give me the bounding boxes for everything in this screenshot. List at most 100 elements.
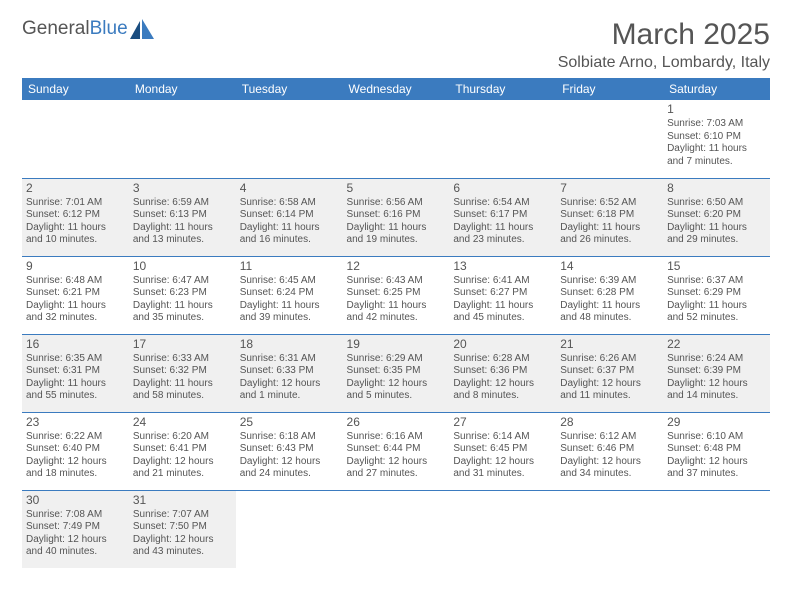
daylight-text: Daylight: 12 hours and 24 minutes. xyxy=(240,456,339,481)
daylight-text: Daylight: 11 hours and 13 minutes. xyxy=(133,222,232,247)
sunset-text: Sunset: 7:50 PM xyxy=(133,521,232,534)
sunset-text: Sunset: 6:29 PM xyxy=(667,287,766,300)
calendar-week: 2Sunrise: 7:01 AMSunset: 6:12 PMDaylight… xyxy=(22,178,770,256)
daylight-text: Daylight: 11 hours and 26 minutes. xyxy=(560,222,659,247)
calendar-cell: 22Sunrise: 6:24 AMSunset: 6:39 PMDayligh… xyxy=(663,334,770,412)
sunrise-text: Sunrise: 6:16 AM xyxy=(347,431,446,444)
sunrise-text: Sunrise: 6:28 AM xyxy=(453,353,552,366)
day-number: 4 xyxy=(240,181,339,196)
sunrise-text: Sunrise: 6:10 AM xyxy=(667,431,766,444)
sunset-text: Sunset: 6:24 PM xyxy=(240,287,339,300)
daylight-text: Daylight: 12 hours and 27 minutes. xyxy=(347,456,446,481)
sunrise-text: Sunrise: 6:26 AM xyxy=(560,353,659,366)
sunrise-text: Sunrise: 6:14 AM xyxy=(453,431,552,444)
calendar-cell: 27Sunrise: 6:14 AMSunset: 6:45 PMDayligh… xyxy=(449,412,556,490)
calendar-cell: 12Sunrise: 6:43 AMSunset: 6:25 PMDayligh… xyxy=(343,256,450,334)
day-number: 29 xyxy=(667,415,766,430)
day-number: 9 xyxy=(26,259,125,274)
sunset-text: Sunset: 6:23 PM xyxy=(133,287,232,300)
day-number: 3 xyxy=(133,181,232,196)
day-number: 1 xyxy=(667,102,766,117)
daylight-text: Daylight: 11 hours and 32 minutes. xyxy=(26,300,125,325)
sunrise-text: Sunrise: 6:41 AM xyxy=(453,275,552,288)
daylight-text: Daylight: 12 hours and 14 minutes. xyxy=(667,378,766,403)
sunset-text: Sunset: 6:39 PM xyxy=(667,365,766,378)
calendar-cell: 3Sunrise: 6:59 AMSunset: 6:13 PMDaylight… xyxy=(129,178,236,256)
sunrise-text: Sunrise: 6:39 AM xyxy=(560,275,659,288)
day-header: Tuesday xyxy=(236,78,343,100)
sunrise-text: Sunrise: 6:50 AM xyxy=(667,197,766,210)
daylight-text: Daylight: 11 hours and 10 minutes. xyxy=(26,222,125,247)
calendar-cell: 13Sunrise: 6:41 AMSunset: 6:27 PMDayligh… xyxy=(449,256,556,334)
day-number: 8 xyxy=(667,181,766,196)
calendar-cell: 24Sunrise: 6:20 AMSunset: 6:41 PMDayligh… xyxy=(129,412,236,490)
calendar-cell: 8Sunrise: 6:50 AMSunset: 6:20 PMDaylight… xyxy=(663,178,770,256)
title-block: March 2025 Solbiate Arno, Lombardy, Ital… xyxy=(558,18,770,72)
day-number: 14 xyxy=(560,259,659,274)
day-number: 5 xyxy=(347,181,446,196)
calendar-cell-empty xyxy=(343,100,450,178)
sunset-text: Sunset: 6:33 PM xyxy=(240,365,339,378)
daylight-text: Daylight: 12 hours and 21 minutes. xyxy=(133,456,232,481)
day-header: Wednesday xyxy=(343,78,450,100)
daylight-text: Daylight: 12 hours and 31 minutes. xyxy=(453,456,552,481)
calendar-cell: 15Sunrise: 6:37 AMSunset: 6:29 PMDayligh… xyxy=(663,256,770,334)
calendar-week: 23Sunrise: 6:22 AMSunset: 6:40 PMDayligh… xyxy=(22,412,770,490)
sunrise-text: Sunrise: 6:58 AM xyxy=(240,197,339,210)
calendar-cell: 5Sunrise: 6:56 AMSunset: 6:16 PMDaylight… xyxy=(343,178,450,256)
sunset-text: Sunset: 6:14 PM xyxy=(240,209,339,222)
sunrise-text: Sunrise: 6:43 AM xyxy=(347,275,446,288)
sunset-text: Sunset: 6:28 PM xyxy=(560,287,659,300)
calendar-cell-empty xyxy=(449,100,556,178)
sunrise-text: Sunrise: 6:31 AM xyxy=(240,353,339,366)
daylight-text: Daylight: 11 hours and 45 minutes. xyxy=(453,300,552,325)
calendar-cell: 30Sunrise: 7:08 AMSunset: 7:49 PMDayligh… xyxy=(22,490,129,568)
calendar-cell: 25Sunrise: 6:18 AMSunset: 6:43 PMDayligh… xyxy=(236,412,343,490)
day-header: Saturday xyxy=(663,78,770,100)
calendar-cell-empty xyxy=(236,100,343,178)
calendar-cell: 7Sunrise: 6:52 AMSunset: 6:18 PMDaylight… xyxy=(556,178,663,256)
sunset-text: Sunset: 6:37 PM xyxy=(560,365,659,378)
logo: GeneralBlue xyxy=(22,18,156,40)
sunset-text: Sunset: 6:12 PM xyxy=(26,209,125,222)
calendar-week: 1Sunrise: 7:03 AMSunset: 6:10 PMDaylight… xyxy=(22,100,770,178)
sunset-text: Sunset: 6:17 PM xyxy=(453,209,552,222)
day-number: 16 xyxy=(26,337,125,352)
day-number: 22 xyxy=(667,337,766,352)
calendar-cell: 20Sunrise: 6:28 AMSunset: 6:36 PMDayligh… xyxy=(449,334,556,412)
sunset-text: Sunset: 6:21 PM xyxy=(26,287,125,300)
daylight-text: Daylight: 11 hours and 7 minutes. xyxy=(667,143,766,168)
day-number: 31 xyxy=(133,493,232,508)
sunrise-text: Sunrise: 6:35 AM xyxy=(26,353,125,366)
day-number: 15 xyxy=(667,259,766,274)
day-number: 17 xyxy=(133,337,232,352)
calendar-cell-empty xyxy=(236,490,343,568)
daylight-text: Daylight: 11 hours and 16 minutes. xyxy=(240,222,339,247)
sunrise-text: Sunrise: 7:03 AM xyxy=(667,118,766,131)
daylight-text: Daylight: 12 hours and 18 minutes. xyxy=(26,456,125,481)
sunrise-text: Sunrise: 6:20 AM xyxy=(133,431,232,444)
sunset-text: Sunset: 6:45 PM xyxy=(453,443,552,456)
calendar-cell-empty xyxy=(343,490,450,568)
sunrise-text: Sunrise: 6:12 AM xyxy=(560,431,659,444)
day-number: 20 xyxy=(453,337,552,352)
sunrise-text: Sunrise: 6:47 AM xyxy=(133,275,232,288)
daylight-text: Daylight: 12 hours and 43 minutes. xyxy=(133,534,232,559)
sunset-text: Sunset: 6:31 PM xyxy=(26,365,125,378)
daylight-text: Daylight: 11 hours and 29 minutes. xyxy=(667,222,766,247)
location: Solbiate Arno, Lombardy, Italy xyxy=(558,54,770,72)
sunrise-text: Sunrise: 6:33 AM xyxy=(133,353,232,366)
day-header: Sunday xyxy=(22,78,129,100)
day-number: 6 xyxy=(453,181,552,196)
day-number: 19 xyxy=(347,337,446,352)
sunrise-text: Sunrise: 6:29 AM xyxy=(347,353,446,366)
sunrise-text: Sunrise: 6:22 AM xyxy=(26,431,125,444)
day-number: 30 xyxy=(26,493,125,508)
sunset-text: Sunset: 6:46 PM xyxy=(560,443,659,456)
daylight-text: Daylight: 12 hours and 1 minute. xyxy=(240,378,339,403)
calendar-cell: 1Sunrise: 7:03 AMSunset: 6:10 PMDaylight… xyxy=(663,100,770,178)
sunset-text: Sunset: 6:43 PM xyxy=(240,443,339,456)
calendar-cell: 28Sunrise: 6:12 AMSunset: 6:46 PMDayligh… xyxy=(556,412,663,490)
daylight-text: Daylight: 11 hours and 58 minutes. xyxy=(133,378,232,403)
day-number: 11 xyxy=(240,259,339,274)
